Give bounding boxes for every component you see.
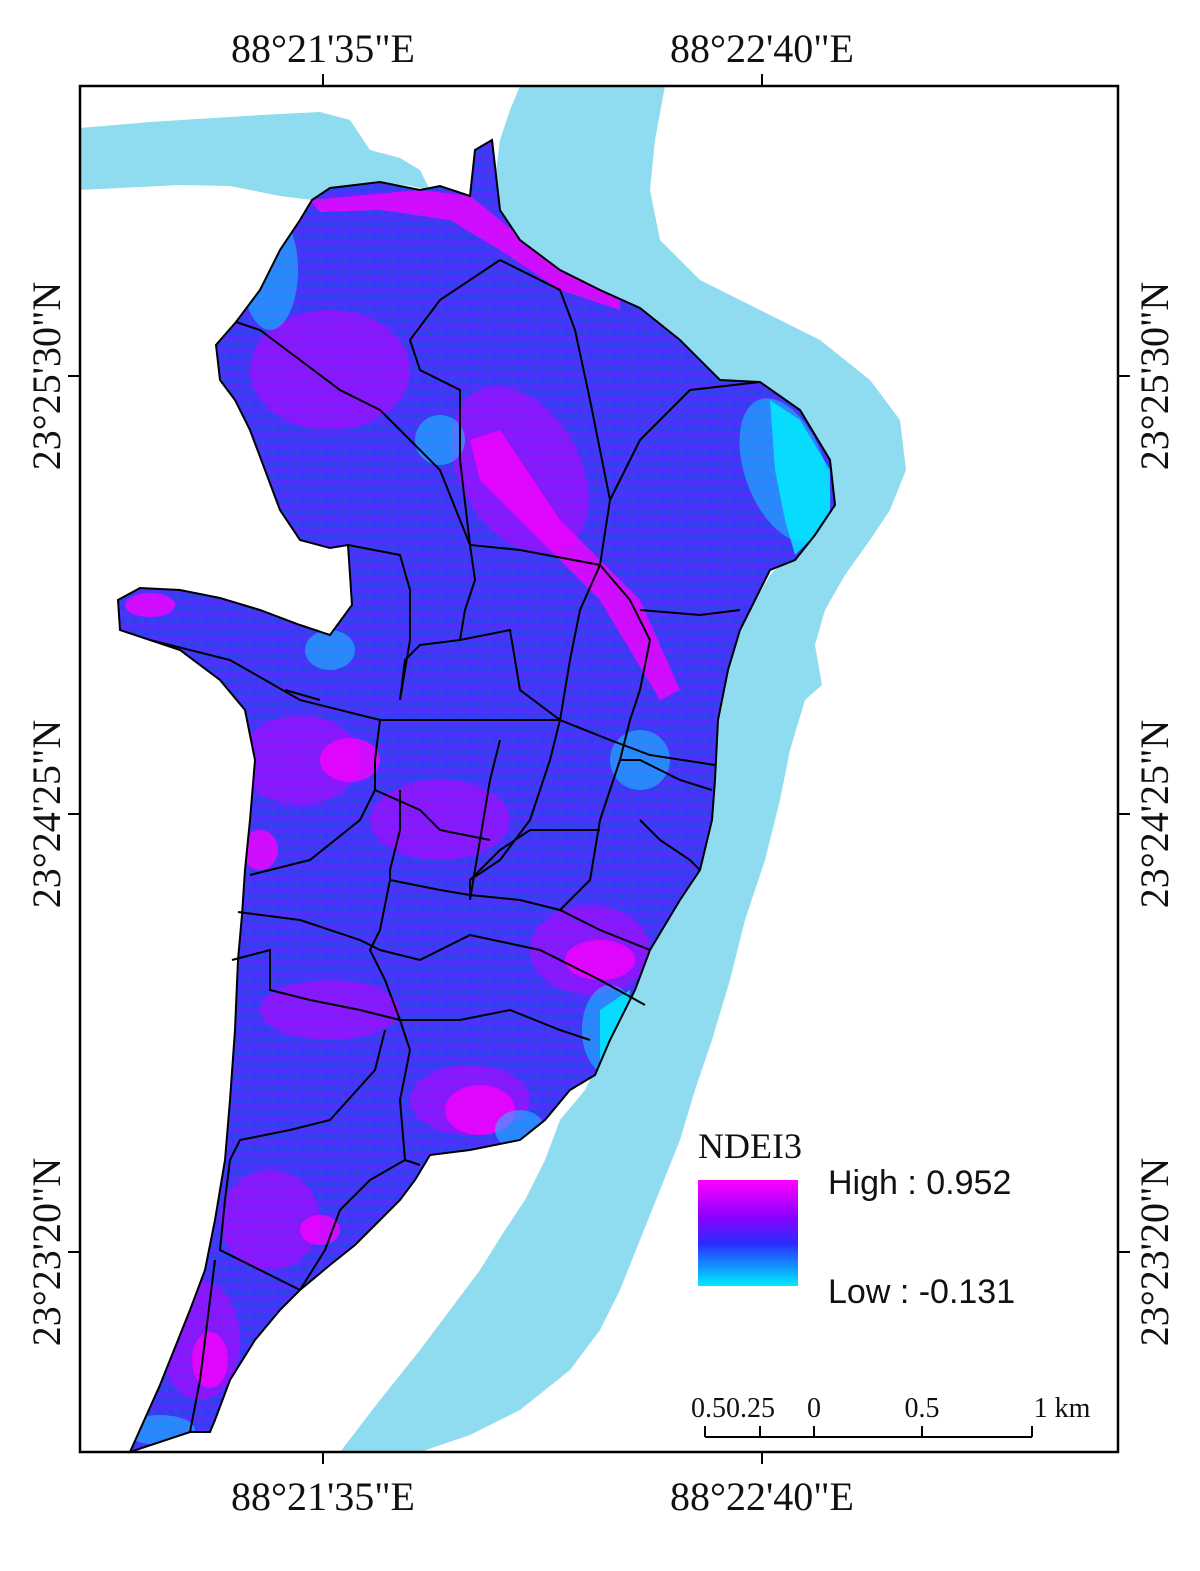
scale-label-left: 0.50.25 — [691, 1393, 775, 1424]
legend-title: NDEI3 — [698, 1126, 802, 1166]
lat-label-left-bottom: 23°23'20"N — [24, 1158, 69, 1346]
lat-label-right-top: 23°25'30"N — [1132, 282, 1177, 470]
river-water — [80, 86, 906, 1452]
legend: NDEI3 High : 0.952 Low : -0.131 — [698, 1126, 1015, 1311]
scale-bar: 0.50.25 0 0.5 1 km — [691, 1393, 1091, 1438]
graticule-ticks — [68, 74, 1130, 1464]
legend-high-label: High : 0.952 — [828, 1164, 1011, 1202]
map-frame — [78, 84, 1120, 1454]
lat-label-right-bottom: 23°23'20"N — [1132, 1158, 1177, 1346]
legend-color-ramp — [698, 1180, 798, 1286]
scale-label-zero: 0 — [807, 1393, 821, 1424]
ward-boundaries — [149, 259, 761, 1433]
scale-label-half: 0.5 — [905, 1393, 940, 1424]
scale-label-km: 1 km — [1034, 1393, 1091, 1424]
lon-label-bottom-right: 88°22'40"E — [670, 1474, 854, 1519]
lon-label-top-left: 88°21'35"E — [231, 26, 415, 71]
legend-low-label: Low : -0.131 — [828, 1273, 1015, 1311]
lat-label-left-top: 23°25'30"N — [24, 282, 69, 470]
lon-label-top-right: 88°22'40"E — [670, 26, 854, 71]
lon-label-bottom-left: 88°21'35"E — [231, 1474, 415, 1519]
lat-label-left-mid: 23°24'25"N — [24, 720, 69, 908]
lat-label-right-mid: 23°24'25"N — [1132, 720, 1177, 908]
